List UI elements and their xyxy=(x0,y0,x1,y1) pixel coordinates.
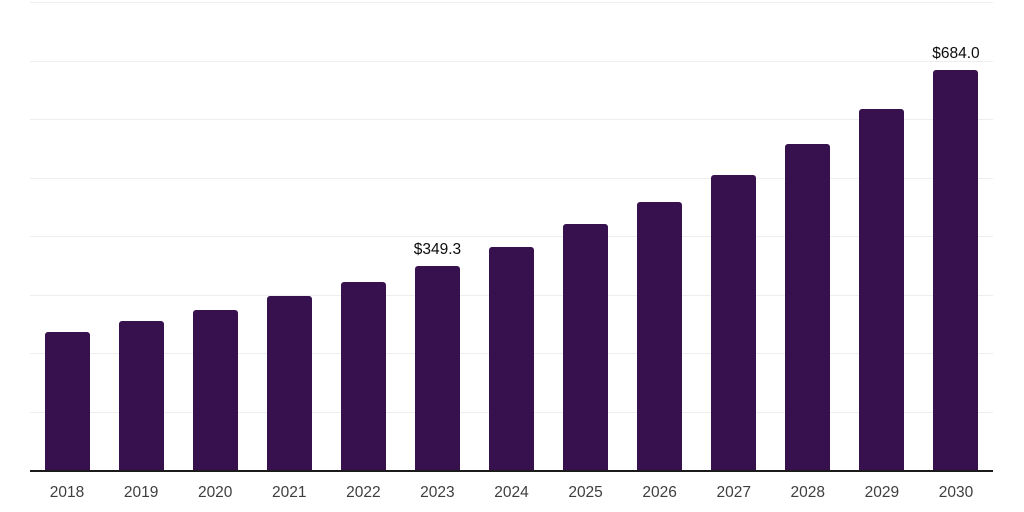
x-tick-2026: 2026 xyxy=(642,484,677,501)
gridline-400 xyxy=(30,236,993,237)
x-tick-2021: 2021 xyxy=(272,484,307,501)
bar-2026[interactable] xyxy=(637,201,683,470)
gridline-500 xyxy=(30,177,993,179)
bar-2022[interactable] xyxy=(340,281,386,470)
x-tick-2023: 2023 xyxy=(420,484,455,501)
bar-2030[interactable] xyxy=(933,69,979,470)
bar-2019[interactable] xyxy=(118,321,164,470)
bar-2023[interactable] xyxy=(414,265,460,470)
plot-area: $349.3 $684.0 xyxy=(30,2,993,470)
bar-2018[interactable] xyxy=(44,331,90,470)
x-axis-line xyxy=(30,470,993,472)
x-tick-2025: 2025 xyxy=(568,484,603,501)
bar-2028[interactable] xyxy=(785,143,831,470)
x-tick-2018: 2018 xyxy=(49,484,85,501)
bar-2025[interactable] xyxy=(563,224,609,470)
x-tick-2028: 2028 xyxy=(790,484,826,501)
bar-2027[interactable] xyxy=(711,174,757,470)
x-tick-2019: 2019 xyxy=(123,484,159,501)
gridline-600 xyxy=(30,119,993,120)
data-label-2030: $684.0 xyxy=(932,44,980,62)
gridline-800 xyxy=(30,2,993,3)
bar-2024[interactable] xyxy=(489,246,534,470)
x-tick-2027: 2027 xyxy=(716,484,751,501)
data-label-2023: $349.3 xyxy=(413,240,462,258)
x-tick-2022: 2022 xyxy=(346,484,381,501)
x-tick-2029: 2029 xyxy=(864,484,900,501)
x-tick-2024: 2024 xyxy=(494,484,529,501)
bar-2021[interactable] xyxy=(266,296,312,470)
bar-2020[interactable] xyxy=(192,310,238,470)
x-tick-2030: 2030 xyxy=(938,484,974,501)
x-tick-2020: 2020 xyxy=(197,484,233,501)
gridline-700 xyxy=(30,60,993,62)
bar-2029[interactable] xyxy=(859,109,905,470)
